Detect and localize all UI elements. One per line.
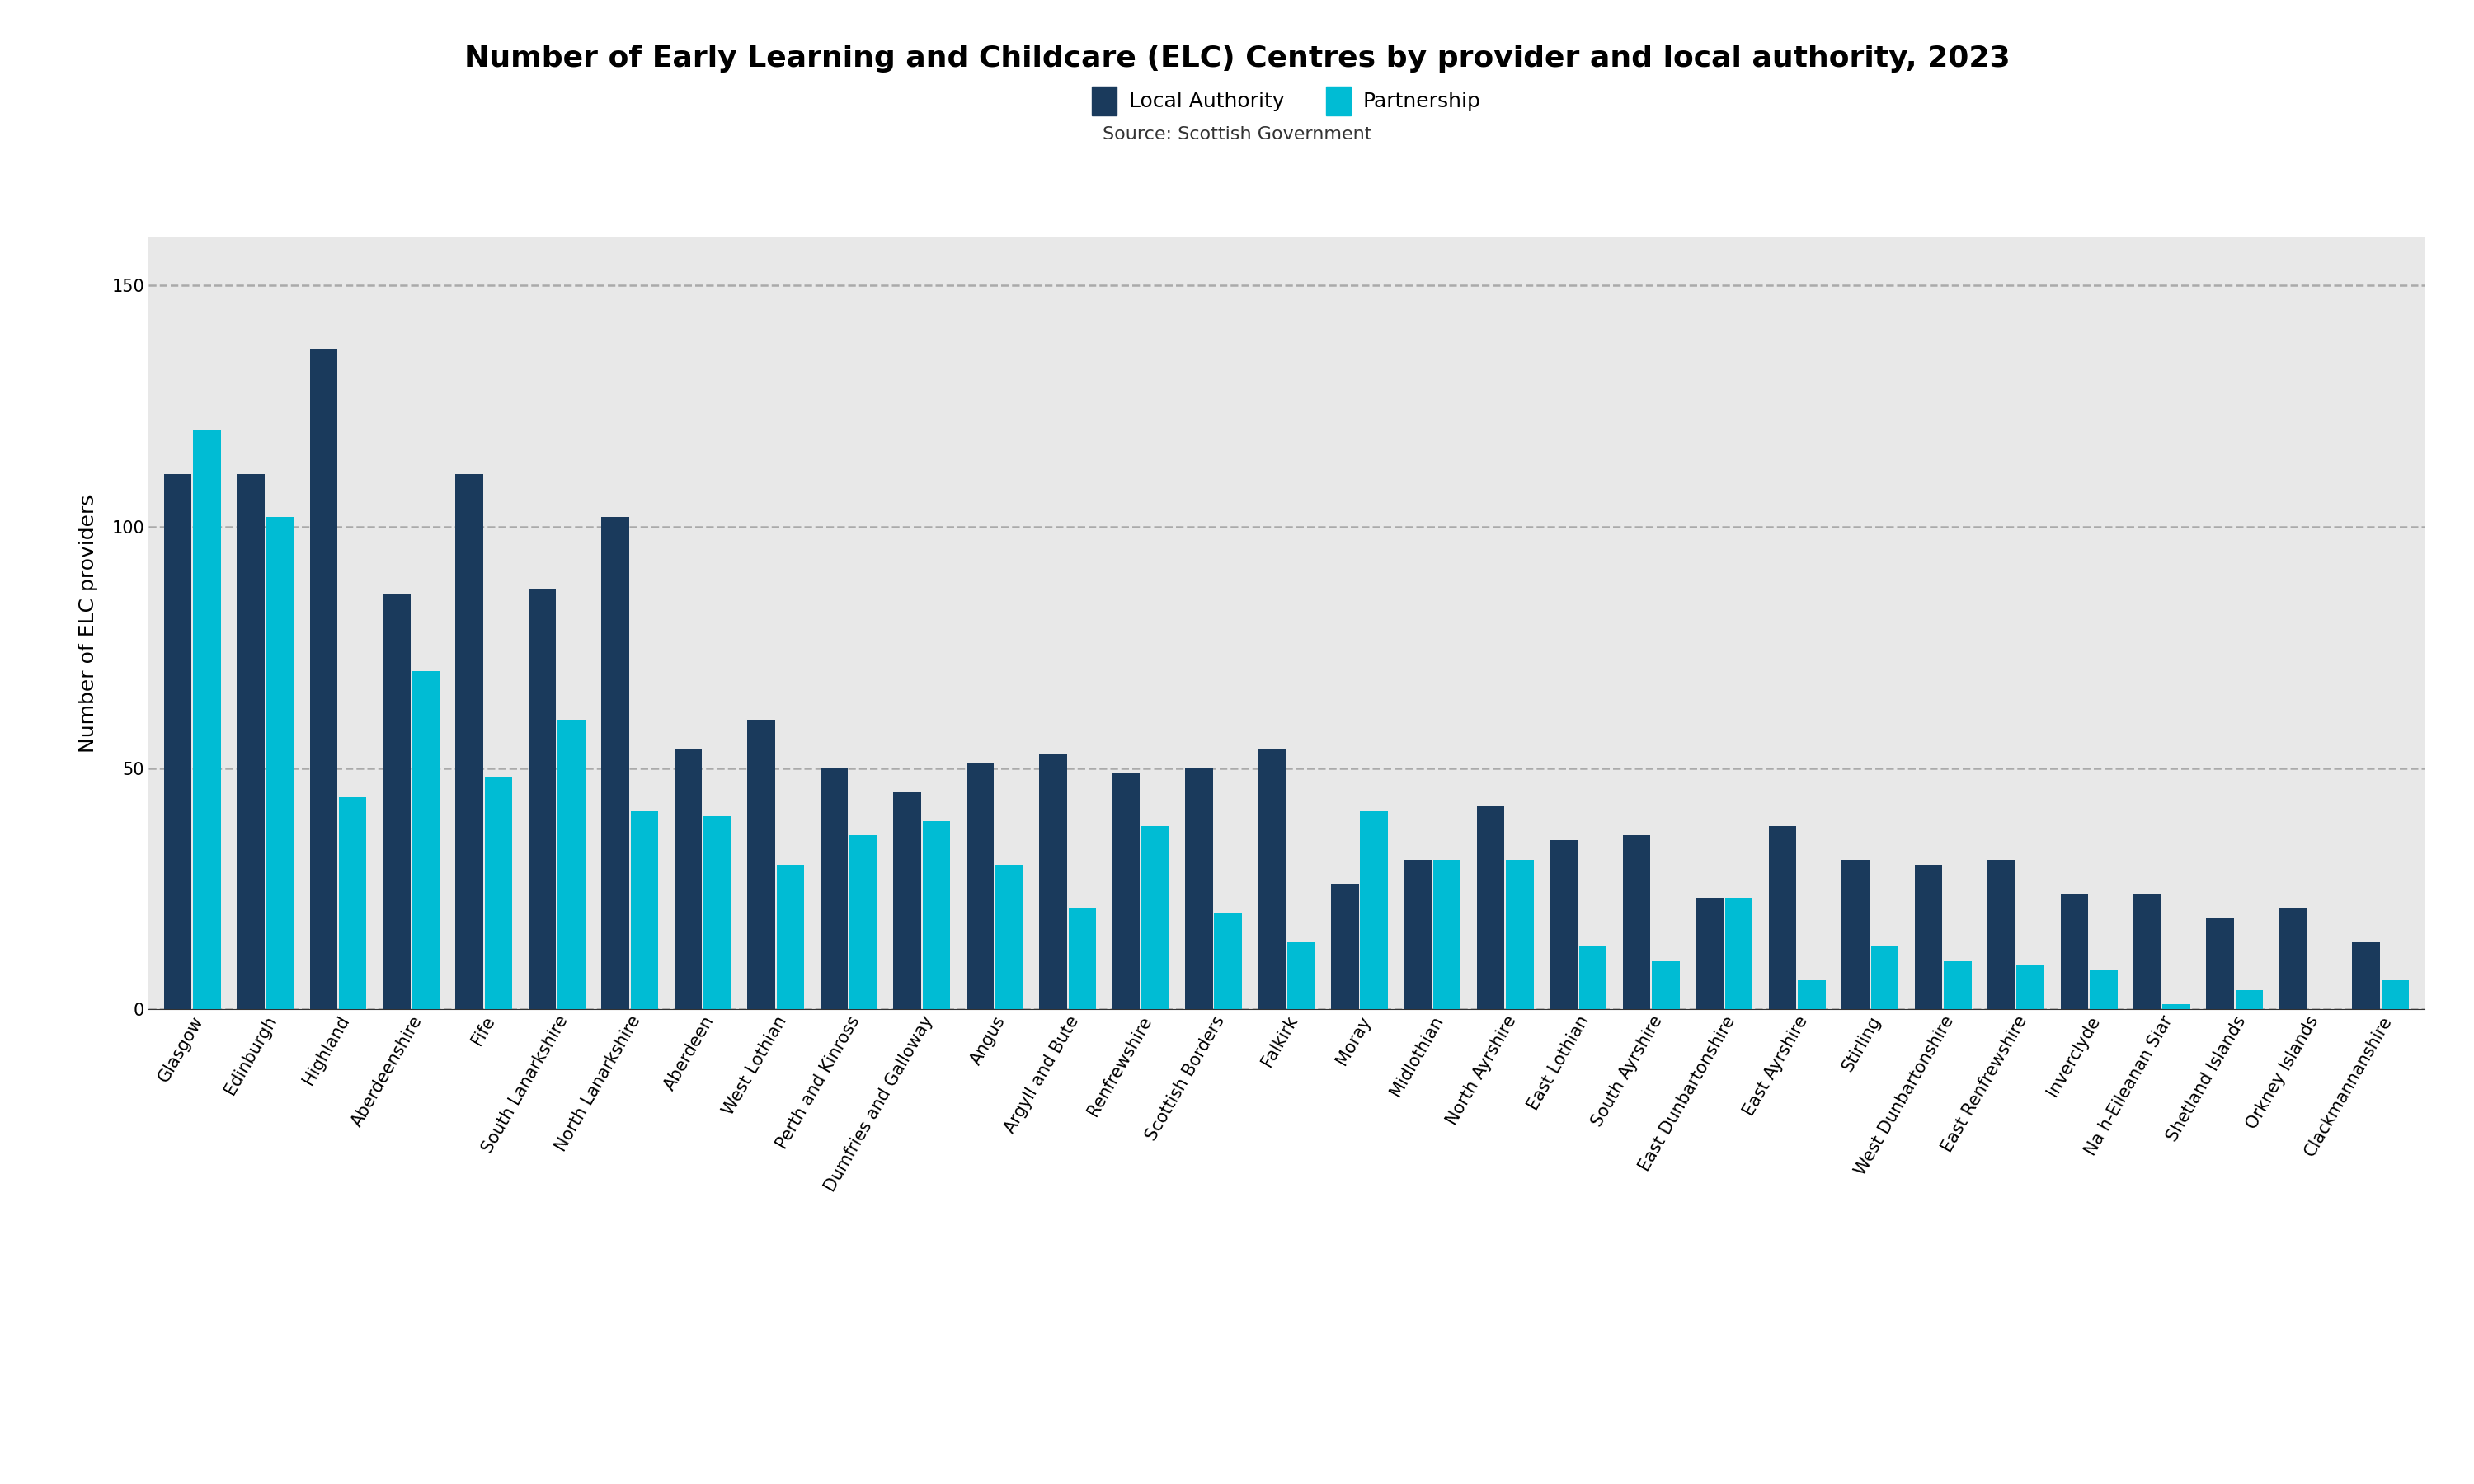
Bar [1915, 864, 1942, 1009]
Bar [1578, 947, 1606, 1009]
Bar [2016, 966, 2044, 1009]
Bar [1185, 769, 1212, 1009]
Bar [265, 516, 294, 1009]
Text: Source: Scottish Government: Source: Scottish Government [1103, 126, 1371, 142]
Bar [1653, 962, 1680, 1009]
Bar [1477, 807, 1504, 1009]
Bar [703, 816, 732, 1009]
Bar [601, 516, 628, 1009]
Bar [2133, 893, 2162, 1009]
Bar [675, 748, 703, 1009]
Bar [2382, 981, 2410, 1009]
Text: Number of Early Learning and Childcare (ELC) Centres by provider and local autho: Number of Early Learning and Childcare (… [465, 45, 2009, 73]
Bar [411, 671, 440, 1009]
Bar [163, 473, 190, 1009]
Bar [1945, 962, 1972, 1009]
Bar [1215, 913, 1242, 1009]
Bar [2061, 893, 2088, 1009]
Bar [821, 769, 849, 1009]
Bar [238, 473, 265, 1009]
Bar [309, 349, 336, 1009]
Bar [1841, 859, 1870, 1009]
Bar [1403, 859, 1432, 1009]
Bar [383, 595, 411, 1009]
Bar [1623, 835, 1650, 1009]
Bar [455, 473, 482, 1009]
Bar [1769, 825, 1796, 1009]
Y-axis label: Number of ELC providers: Number of ELC providers [79, 494, 99, 752]
Bar [2162, 1005, 2189, 1009]
Bar [2207, 917, 2234, 1009]
Bar [1361, 812, 1388, 1009]
Bar [1695, 898, 1724, 1009]
Bar [193, 430, 220, 1009]
Bar [1870, 947, 1898, 1009]
Bar [1799, 981, 1826, 1009]
Bar [1432, 859, 1460, 1009]
Bar [631, 812, 658, 1009]
Bar [1141, 825, 1170, 1009]
Bar [923, 821, 950, 1009]
Bar [2279, 908, 2308, 1009]
Bar [339, 797, 366, 1009]
Bar [1987, 859, 2016, 1009]
Bar [747, 720, 774, 1009]
Bar [1724, 898, 1752, 1009]
Bar [2353, 942, 2380, 1009]
Bar [1257, 748, 1286, 1009]
Bar [1069, 908, 1096, 1009]
Bar [995, 864, 1024, 1009]
Bar [485, 778, 512, 1009]
Bar [2236, 990, 2264, 1009]
Bar [1113, 773, 1141, 1009]
Bar [1286, 942, 1316, 1009]
Bar [1549, 840, 1578, 1009]
Bar [893, 792, 920, 1009]
Bar [967, 763, 995, 1009]
Legend: Local Authority, Partnership: Local Authority, Partnership [1084, 79, 1489, 123]
Bar [557, 720, 586, 1009]
Bar [2091, 971, 2118, 1009]
Bar [1039, 754, 1066, 1009]
Bar [1507, 859, 1534, 1009]
Bar [849, 835, 878, 1009]
Bar [529, 589, 557, 1009]
Bar [1331, 884, 1358, 1009]
Bar [777, 864, 804, 1009]
